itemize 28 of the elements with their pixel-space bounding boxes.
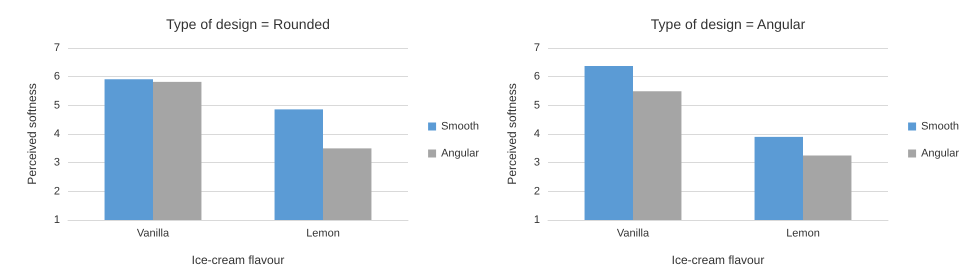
legend-label: Angular xyxy=(921,148,960,160)
y-tick-label: 6 xyxy=(54,70,60,83)
y-tick-label: 7 xyxy=(54,42,60,54)
legend-label: Smooth xyxy=(921,120,960,132)
x-tick-label: Vanilla xyxy=(136,228,170,240)
y-axis-title: Perceived softness xyxy=(25,83,39,185)
y-tick-label: 1 xyxy=(54,214,60,226)
y-tick-label: 2 xyxy=(534,185,540,198)
y-tick-label: 1 xyxy=(534,214,540,226)
y-tick-label: 5 xyxy=(534,99,540,112)
y-tick-label: 4 xyxy=(534,128,540,140)
x-axis-title: Ice-cream flavour xyxy=(192,253,284,267)
x-tick-label: Lemon xyxy=(306,228,340,240)
y-tick-label: 6 xyxy=(534,70,540,83)
x-axis-title: Ice-cream flavour xyxy=(672,253,764,267)
chart-title: Type of design = Angular xyxy=(650,16,806,32)
y-axis-title: Perceived softness xyxy=(505,83,519,185)
y-tick-label: 4 xyxy=(54,128,60,140)
y-tick-label: 3 xyxy=(54,156,60,169)
legend-label: Smooth xyxy=(441,120,480,132)
x-tick-label: Lemon xyxy=(786,228,820,240)
y-tick-label: 7 xyxy=(534,42,540,54)
y-tick-label: 2 xyxy=(54,185,60,198)
y-tick-label: 3 xyxy=(534,156,540,169)
legend-label: Angular xyxy=(441,148,480,160)
chart-title: Type of design = Rounded xyxy=(166,16,330,32)
y-tick-label: 5 xyxy=(54,99,60,112)
x-tick-label: Vanilla xyxy=(616,228,650,240)
